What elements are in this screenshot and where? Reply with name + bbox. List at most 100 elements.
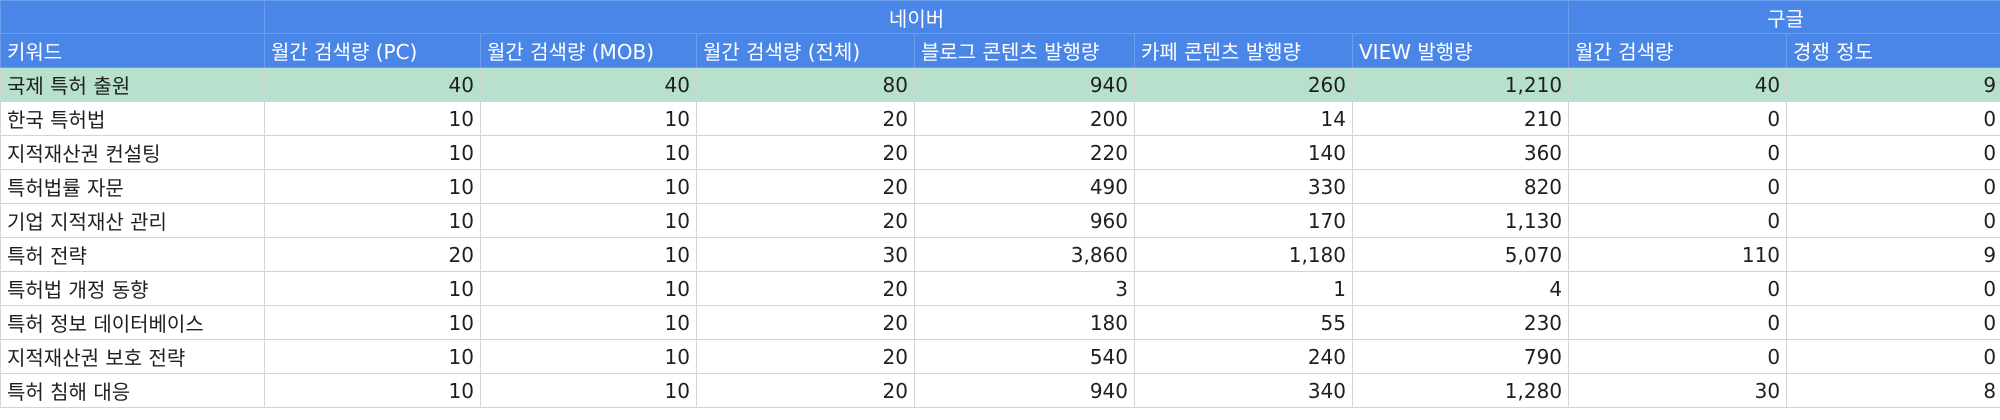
- cafe-posts-cell[interactable]: 330: [1134, 169, 1353, 204]
- column-header-mob-search[interactable]: 월간 검색량 (MOB): [480, 33, 697, 68]
- google-search-cell[interactable]: 0: [1568, 203, 1788, 238]
- blog-posts-cell[interactable]: 200: [914, 101, 1135, 136]
- view-posts-cell[interactable]: 1,280: [1351, 373, 1570, 408]
- total-search-cell[interactable]: 20: [696, 305, 915, 340]
- google-search-cell[interactable]: 0: [1568, 339, 1788, 374]
- group-header-blank-cell[interactable]: [0, 0, 265, 34]
- cafe-posts-cell[interactable]: 140: [1134, 135, 1353, 170]
- pc-search-cell[interactable]: 10: [264, 339, 481, 374]
- view-posts-cell[interactable]: 1,210: [1351, 67, 1570, 102]
- keyword-cell[interactable]: 지적재산권 컨설팅: [0, 135, 265, 170]
- keyword-cell[interactable]: 지적재산권 보호 전략: [0, 339, 265, 374]
- column-header-total-search[interactable]: 월간 검색량 (전체): [696, 33, 915, 68]
- blog-posts-cell[interactable]: 960: [914, 203, 1135, 238]
- keyword-cell[interactable]: 특허 침해 대응: [0, 373, 265, 408]
- google-search-cell[interactable]: 0: [1568, 305, 1788, 340]
- competition-cell[interactable]: 0: [1786, 271, 2000, 306]
- pc-search-cell[interactable]: 10: [264, 203, 481, 238]
- total-search-cell[interactable]: 20: [696, 101, 915, 136]
- group-header-naver[interactable]: 네이버: [263, 0, 1570, 34]
- keyword-cell[interactable]: 한국 특허법: [0, 101, 265, 136]
- total-search-cell[interactable]: 20: [696, 373, 915, 408]
- competition-cell[interactable]: 9: [1786, 237, 2000, 272]
- pc-search-cell[interactable]: 10: [264, 135, 481, 170]
- competition-cell[interactable]: 0: [1786, 305, 2000, 340]
- mob-search-cell[interactable]: 10: [480, 203, 697, 238]
- blog-posts-cell[interactable]: 490: [914, 169, 1135, 204]
- competition-cell[interactable]: 0: [1786, 169, 2000, 204]
- blog-posts-cell[interactable]: 180: [914, 305, 1135, 340]
- keyword-cell[interactable]: 특허 전략: [0, 237, 265, 272]
- pc-search-cell[interactable]: 20: [264, 237, 481, 272]
- total-search-cell[interactable]: 20: [696, 135, 915, 170]
- cafe-posts-cell[interactable]: 340: [1134, 373, 1353, 408]
- total-search-cell[interactable]: 80: [696, 67, 915, 102]
- mob-search-cell[interactable]: 10: [480, 237, 697, 272]
- competition-cell[interactable]: 8: [1786, 373, 2000, 408]
- column-header-view-posts[interactable]: VIEW 발행량: [1351, 33, 1570, 68]
- pc-search-cell[interactable]: 10: [264, 305, 481, 340]
- keyword-cell[interactable]: 국제 특허 출원: [0, 67, 265, 102]
- group-header-google[interactable]: 구글: [1568, 0, 2000, 34]
- view-posts-cell[interactable]: 230: [1351, 305, 1570, 340]
- cafe-posts-cell[interactable]: 260: [1134, 67, 1353, 102]
- google-search-cell[interactable]: 0: [1568, 101, 1788, 136]
- total-search-cell[interactable]: 20: [696, 271, 915, 306]
- cafe-posts-cell[interactable]: 55: [1134, 305, 1353, 340]
- column-header-competition[interactable]: 경쟁 정도: [1786, 33, 2000, 68]
- mob-search-cell[interactable]: 40: [480, 67, 697, 102]
- mob-search-cell[interactable]: 10: [480, 135, 697, 170]
- blog-posts-cell[interactable]: 940: [914, 373, 1135, 408]
- cafe-posts-cell[interactable]: 170: [1134, 203, 1353, 238]
- keyword-cell[interactable]: 특허법률 자문: [0, 169, 265, 204]
- blog-posts-cell[interactable]: 540: [914, 339, 1135, 374]
- column-header-google-search[interactable]: 월간 검색량: [1568, 33, 1788, 68]
- view-posts-cell[interactable]: 1,130: [1351, 203, 1570, 238]
- competition-cell[interactable]: 0: [1786, 203, 2000, 238]
- pc-search-cell[interactable]: 10: [264, 373, 481, 408]
- keyword-cell[interactable]: 기업 지적재산 관리: [0, 203, 265, 238]
- column-header-keyword[interactable]: 키워드: [0, 33, 265, 68]
- mob-search-cell[interactable]: 10: [480, 169, 697, 204]
- google-search-cell[interactable]: 110: [1568, 237, 1788, 272]
- total-search-cell[interactable]: 20: [696, 339, 915, 374]
- mob-search-cell[interactable]: 10: [480, 305, 697, 340]
- pc-search-cell[interactable]: 10: [264, 101, 481, 136]
- cafe-posts-cell[interactable]: 14: [1134, 101, 1353, 136]
- column-header-cafe-posts[interactable]: 카페 콘텐츠 발행량: [1134, 33, 1353, 68]
- total-search-cell[interactable]: 30: [696, 237, 915, 272]
- blog-posts-cell[interactable]: 220: [914, 135, 1135, 170]
- keyword-cell[interactable]: 특허법 개정 동향: [0, 271, 265, 306]
- cafe-posts-cell[interactable]: 1,180: [1134, 237, 1353, 272]
- mob-search-cell[interactable]: 10: [480, 339, 697, 374]
- google-search-cell[interactable]: 30: [1568, 373, 1788, 408]
- google-search-cell[interactable]: 0: [1568, 169, 1788, 204]
- blog-posts-cell[interactable]: 3,860: [914, 237, 1135, 272]
- column-header-pc-search[interactable]: 월간 검색량 (PC): [264, 33, 481, 68]
- google-search-cell[interactable]: 40: [1568, 67, 1788, 102]
- view-posts-cell[interactable]: 4: [1351, 271, 1570, 306]
- view-posts-cell[interactable]: 210: [1351, 101, 1570, 136]
- pc-search-cell[interactable]: 40: [264, 67, 481, 102]
- cafe-posts-cell[interactable]: 1: [1134, 271, 1353, 306]
- competition-cell[interactable]: 0: [1786, 135, 2000, 170]
- mob-search-cell[interactable]: 10: [480, 271, 697, 306]
- competition-cell[interactable]: 0: [1786, 101, 2000, 136]
- google-search-cell[interactable]: 0: [1568, 135, 1788, 170]
- column-header-blog-posts[interactable]: 블로그 콘텐츠 발행량: [914, 33, 1135, 68]
- mob-search-cell[interactable]: 10: [480, 101, 697, 136]
- competition-cell[interactable]: 0: [1786, 339, 2000, 374]
- google-search-cell[interactable]: 0: [1568, 271, 1788, 306]
- keyword-cell[interactable]: 특허 정보 데이터베이스: [0, 305, 265, 340]
- mob-search-cell[interactable]: 10: [480, 373, 697, 408]
- view-posts-cell[interactable]: 360: [1351, 135, 1570, 170]
- competition-cell[interactable]: 9: [1786, 67, 2000, 102]
- total-search-cell[interactable]: 20: [696, 169, 915, 204]
- total-search-cell[interactable]: 20: [696, 203, 915, 238]
- view-posts-cell[interactable]: 790: [1351, 339, 1570, 374]
- pc-search-cell[interactable]: 10: [264, 271, 481, 306]
- view-posts-cell[interactable]: 5,070: [1351, 237, 1570, 272]
- blog-posts-cell[interactable]: 3: [914, 271, 1135, 306]
- blog-posts-cell[interactable]: 940: [914, 67, 1135, 102]
- pc-search-cell[interactable]: 10: [264, 169, 481, 204]
